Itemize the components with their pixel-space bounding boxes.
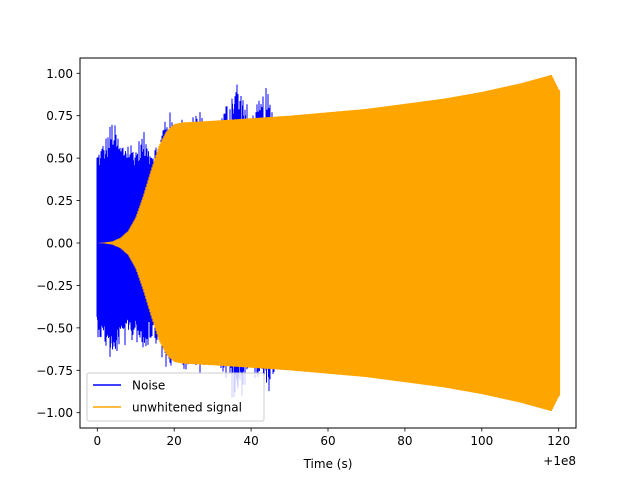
series-unwhitened-signal	[98, 75, 561, 411]
x-tick-label: 60	[320, 434, 335, 448]
x-tick-label: 80	[397, 434, 412, 448]
legend: Noise unwhitened signal	[86, 372, 265, 422]
x-tick-label: 120	[547, 434, 570, 448]
x-tick-label: 0	[93, 434, 101, 448]
y-axis: 1.00 0.75 0.50 0.25 0.00 −0.25 −0.50 −0.75 −1.00	[36, 67, 80, 420]
y-tick-label: −0.50	[36, 321, 73, 335]
x-tick-label: 40	[243, 434, 258, 448]
y-tick-label: 0.00	[46, 237, 73, 251]
x-offset-label: +1e8	[543, 454, 576, 468]
y-tick-label: 0.75	[46, 109, 73, 123]
x-axis-label: Time (s)	[303, 457, 353, 471]
y-tick-label: −0.25	[36, 279, 73, 293]
y-tick-label: 1.00	[46, 67, 73, 81]
y-tick-label: 0.25	[46, 194, 73, 208]
y-tick-label: −1.00	[36, 406, 73, 420]
x-tick-label: 20	[167, 434, 182, 448]
y-tick-label: 0.50	[46, 152, 73, 166]
x-tick-label: 100	[470, 434, 493, 448]
legend-label-noise: Noise	[132, 379, 165, 393]
legend-box	[86, 372, 265, 422]
series-layer	[96, 75, 561, 411]
y-tick-label: −0.75	[36, 364, 73, 378]
legend-label-unwhitened-signal: unwhitened signal	[132, 401, 242, 415]
x-axis: 0 20 40 60 80 100 120	[93, 428, 570, 448]
